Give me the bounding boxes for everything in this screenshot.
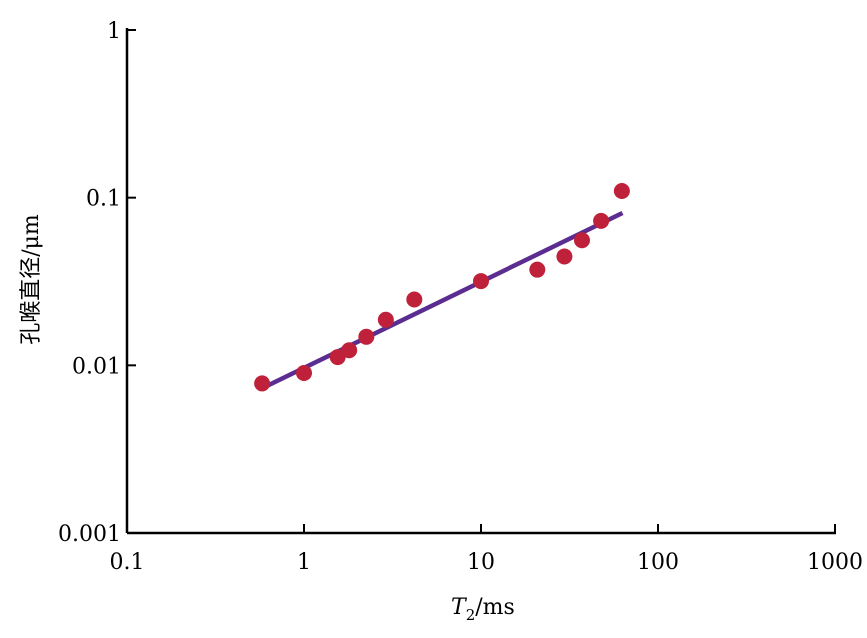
fit-line — [261, 210, 624, 391]
labels-layer: 0.1 1 10 100 1000 0.001 0.01 0.1 1 T2/ms 孔喉直径/μm — [19, 19, 863, 624]
x-tick-label: 1 — [297, 550, 311, 575]
y-tick-label: 0.1 — [86, 187, 121, 212]
data-point — [329, 349, 346, 366]
x-tick-label: 100 — [637, 550, 679, 575]
y-axis-title: 孔喉直径/μm — [19, 214, 44, 345]
data-point — [377, 311, 394, 328]
data-point — [573, 232, 590, 249]
x-axis-title-unit: /ms — [475, 595, 515, 620]
y-tick-label: 0.01 — [72, 354, 121, 379]
axes-layer — [125, 28, 836, 535]
fit-line-layer — [261, 210, 624, 391]
y-tick-label: 0.001 — [58, 522, 121, 547]
x-tick-label: 10 — [467, 550, 495, 575]
y-tick-label: 1 — [107, 19, 121, 44]
data-point — [406, 291, 423, 308]
data-point — [529, 261, 546, 278]
data-point — [556, 248, 573, 265]
data-point — [254, 375, 271, 392]
data-point — [341, 342, 358, 359]
x-axis-title-symbol: T — [451, 595, 468, 620]
x-tick-label: 1000 — [807, 550, 863, 575]
data-point — [358, 328, 375, 345]
data-point — [473, 273, 489, 290]
x-axis-title: T2/ms — [451, 595, 515, 624]
data-point — [593, 212, 610, 229]
x-axis-title-subscript: 2 — [466, 606, 476, 624]
data-points-layer — [254, 182, 630, 392]
x-tick-label: 0.1 — [110, 550, 145, 575]
data-point — [613, 182, 630, 199]
data-point — [296, 365, 312, 382]
